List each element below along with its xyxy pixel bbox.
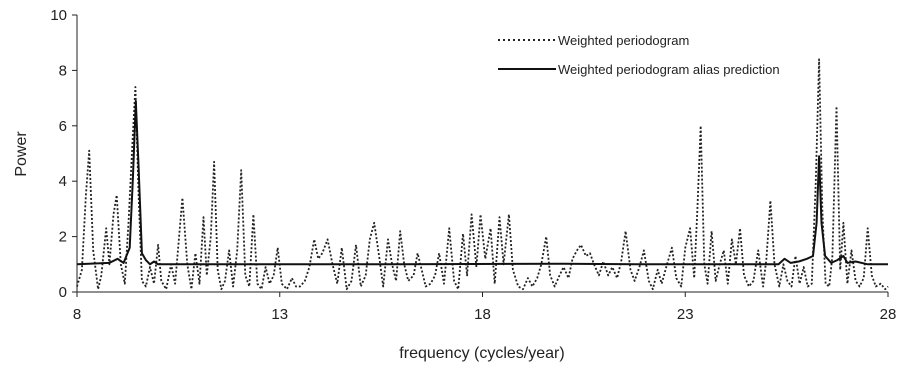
series-line-weighted-periodogram [76, 58, 889, 291]
y-tick-label: 6 [59, 118, 67, 135]
x-axis-title: frequency (cycles/year) [399, 345, 564, 362]
y-tick-label: 2 [59, 229, 67, 246]
y-tick-label: 0 [59, 284, 67, 301]
series-layer [76, 58, 889, 291]
x-axis-ticks: 8 13 18 23 28 [73, 292, 897, 323]
x-tick-label: 18 [474, 306, 491, 323]
y-tick-label: 10 [50, 7, 67, 24]
y-axis-title: Power [13, 131, 30, 177]
legend-label-alias-prediction: Weighted periodogram alias prediction [558, 62, 780, 77]
x-tick-label: 8 [73, 306, 81, 323]
x-tick-label: 13 [271, 306, 288, 323]
y-axis-ticks: 0 2 4 6 8 10 [50, 7, 77, 301]
y-tick-label: 4 [59, 173, 67, 190]
legend-label-weighted-periodogram: Weighted periodogram [558, 33, 689, 48]
x-tick-label: 23 [677, 306, 694, 323]
legend: Weighted periodogram Weighted periodogra… [498, 33, 780, 77]
x-tick-label: 28 [880, 306, 897, 323]
series-line-alias-prediction [76, 99, 888, 266]
y-tick-label: 8 [59, 62, 67, 79]
